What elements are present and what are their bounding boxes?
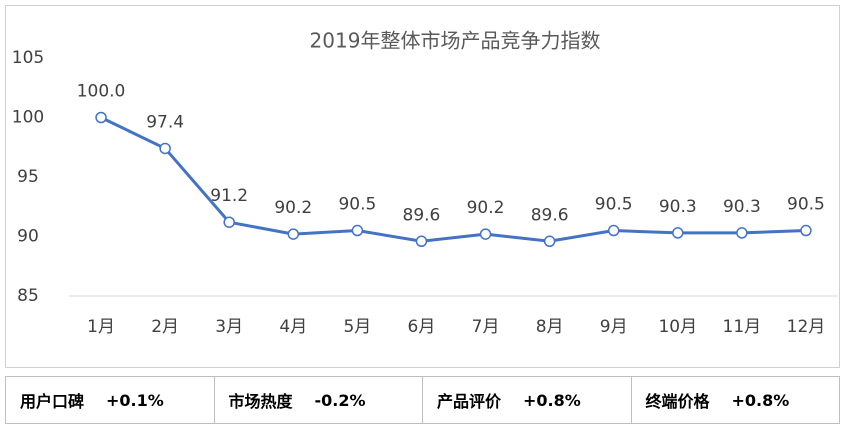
summary-cell: 产品评价 +0.8% [423,377,632,423]
point [736,227,748,239]
point [800,224,812,237]
x-tick-label: 2月 [151,317,179,337]
summary-value: +0.8% [523,390,581,410]
chart: 2019年整体市场产品竞争力指数 85 90 95 100 105 1月 2月 3月 4月 5月 6… [5,5,840,368]
x-tick-label: 8月 [536,317,564,337]
data-label: 89.6 [531,205,569,225]
x-tick-label: 5月 [343,317,371,337]
point [223,216,235,228]
point [479,228,492,240]
y-tick-label: 95 [17,167,39,187]
y-tick-label: 90 [17,227,39,247]
point [287,228,300,240]
summary-label: 终端价格 [645,392,710,411]
data-label: 91.2 [210,186,248,206]
data-label: 97.4 [146,112,184,132]
chart-border [5,5,840,368]
data-label: 100.0 [77,82,126,102]
point [351,224,364,237]
data-label: 90.5 [338,195,376,215]
summary-label: 用户口碑 [20,392,85,411]
y-tick-label: 100 [12,108,44,128]
summary-strip: 用户口碑 +0.1% 市场热度 -0.2% 产品评价 +0.8% 终端价格 +0.8% [5,376,840,424]
x-tick-label: 11月 [723,317,762,337]
x-tick-label: 10月 [658,317,697,337]
x-tick-label: 9月 [600,317,628,337]
summary-value: +0.8% [731,390,790,410]
y-tick-label: 85 [17,286,39,306]
summary-cell: 用户口碑 +0.1% [6,377,215,423]
data-label: 90.5 [595,195,633,215]
data-label: 89.6 [403,205,441,225]
x-tick-label: 1月 [87,317,115,337]
x-tick-label: 12月 [787,317,826,337]
summary-label: 市场热度 [228,392,293,411]
data-label: 90.2 [274,198,312,218]
data-label: 90.5 [787,195,825,215]
data-label: 90.3 [723,197,761,217]
point [543,235,556,248]
series-line [100,116,807,243]
point [415,235,428,248]
x-tick-label: 3月 [215,317,243,337]
point [95,111,107,124]
summary-label: 产品评价 [437,392,502,411]
data-label: 90.3 [659,197,697,217]
y-tick-label: 105 [12,48,44,68]
point [159,142,171,155]
x-tick-label: 7月 [472,317,500,337]
point [672,227,684,239]
data-label: 90.2 [467,198,505,218]
x-tick-label: 6月 [408,317,436,337]
summary-cell: 终端价格 +0.8% [632,377,840,423]
point [607,224,620,237]
x-tick-label: 4月 [279,317,307,337]
summary-value: +0.1% [106,390,164,410]
summary-value: -0.2% [314,390,366,410]
chart-title: 2019年整体市场产品竞争力指数 [310,29,601,53]
summary-cell: 市场热度 -0.2% [215,377,423,423]
